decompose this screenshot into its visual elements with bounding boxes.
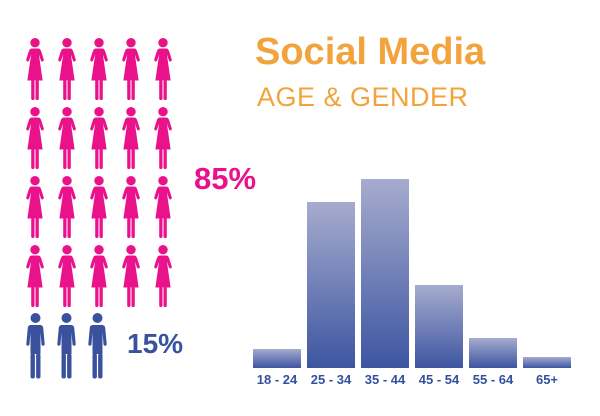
bar-55-64 bbox=[469, 338, 517, 368]
female-icon bbox=[26, 176, 44, 238]
x-axis-labels: 18 - 24 25 - 34 35 - 44 45 - 54 55 - 64 65+ bbox=[253, 372, 571, 387]
bar-18-24 bbox=[253, 349, 301, 368]
male-icon bbox=[57, 313, 76, 379]
bar-series bbox=[253, 179, 571, 368]
bar-45-54 bbox=[415, 285, 463, 368]
female-icon bbox=[154, 38, 172, 100]
female-icon bbox=[154, 245, 172, 307]
female-icon bbox=[58, 245, 76, 307]
page-subtitle: AGE & GENDER bbox=[257, 82, 469, 112]
female-icon bbox=[122, 38, 140, 100]
female-icon bbox=[154, 176, 172, 238]
bar-label-55-64: 55 - 64 bbox=[472, 372, 514, 387]
female-icon bbox=[26, 245, 44, 307]
female-icon bbox=[122, 245, 140, 307]
bar-25-34 bbox=[307, 202, 355, 368]
female-icon bbox=[90, 107, 108, 169]
bar-35-44 bbox=[361, 179, 409, 368]
bar-65+ bbox=[523, 357, 571, 368]
female-icon bbox=[26, 38, 44, 100]
female-figure-grid bbox=[24, 38, 174, 307]
female-icon bbox=[122, 176, 140, 238]
male-percentage-label: 15% bbox=[127, 328, 184, 359]
female-icon bbox=[122, 107, 140, 169]
bar-label-65+: 65+ bbox=[535, 372, 559, 387]
female-icon bbox=[58, 38, 76, 100]
bar-label-35-44: 35 - 44 bbox=[364, 372, 406, 387]
female-icon bbox=[90, 245, 108, 307]
bar-label-25-34: 25 - 34 bbox=[310, 372, 352, 387]
male-figure-row bbox=[24, 313, 109, 379]
bar-label-45-54: 45 - 54 bbox=[418, 372, 460, 387]
female-icon bbox=[154, 107, 172, 169]
female-icon bbox=[58, 176, 76, 238]
female-percentage-label: 85% bbox=[194, 161, 257, 196]
female-icon bbox=[26, 107, 44, 169]
female-icon bbox=[90, 176, 108, 238]
male-icon bbox=[88, 313, 107, 379]
male-icon bbox=[26, 313, 45, 379]
female-icon bbox=[58, 107, 76, 169]
page-title: Social Media bbox=[255, 31, 486, 73]
age-bar-chart: 18 - 24 25 - 34 35 - 44 45 - 54 55 - 64 65+ bbox=[253, 179, 573, 389]
female-icon bbox=[90, 38, 108, 100]
bar-label-18-24: 18 - 24 bbox=[256, 372, 298, 387]
